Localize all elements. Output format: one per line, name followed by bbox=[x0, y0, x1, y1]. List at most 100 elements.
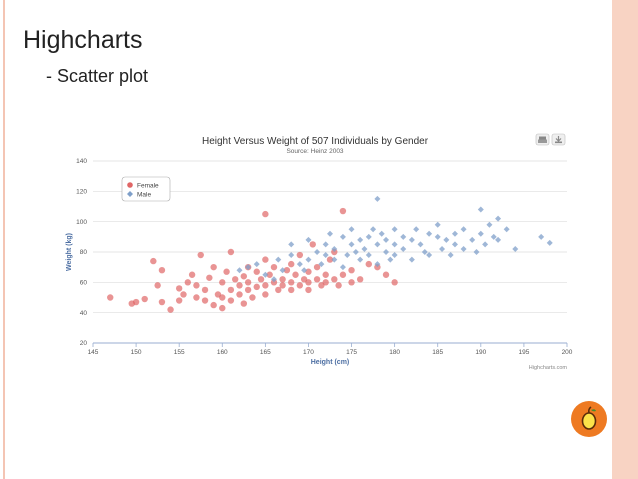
data-point-female[interactable] bbox=[193, 294, 200, 301]
data-point-male[interactable] bbox=[374, 261, 381, 268]
data-point-female[interactable] bbox=[313, 276, 321, 283]
data-point-male[interactable] bbox=[339, 264, 346, 271]
data-point-male[interactable] bbox=[447, 252, 454, 259]
data-point-female[interactable] bbox=[331, 248, 338, 256]
data-point-female[interactable] bbox=[374, 263, 381, 271]
data-point-male[interactable] bbox=[391, 226, 398, 233]
data-point-female[interactable] bbox=[257, 276, 265, 283]
data-point-male[interactable] bbox=[421, 249, 428, 255]
data-point-male[interactable] bbox=[348, 241, 355, 248]
data-point-female[interactable] bbox=[288, 260, 295, 268]
data-point-female[interactable] bbox=[348, 267, 355, 274]
data-point-female[interactable] bbox=[197, 251, 204, 259]
data-point-female[interactable] bbox=[279, 282, 286, 289]
data-point-male[interactable] bbox=[426, 230, 433, 237]
data-point-male[interactable] bbox=[469, 236, 476, 243]
data-point-male[interactable] bbox=[352, 249, 359, 255]
data-point-male[interactable] bbox=[460, 245, 467, 252]
data-point-male[interactable] bbox=[482, 241, 489, 248]
chart-credits[interactable]: Highcharts.com bbox=[529, 365, 568, 371]
data-point-male[interactable] bbox=[279, 267, 286, 274]
data-point-male[interactable] bbox=[370, 226, 377, 233]
data-point-female[interactable] bbox=[253, 268, 260, 275]
data-point-male[interactable] bbox=[275, 256, 282, 263]
data-point-male[interactable] bbox=[262, 271, 269, 278]
data-point-female[interactable] bbox=[240, 273, 248, 280]
data-point-male[interactable] bbox=[374, 241, 381, 248]
data-point-female[interactable] bbox=[270, 279, 278, 286]
data-point-female[interactable] bbox=[309, 241, 316, 248]
data-point-male[interactable] bbox=[318, 261, 325, 268]
data-point-female[interactable] bbox=[305, 286, 312, 294]
data-point-female[interactable] bbox=[201, 297, 209, 304]
data-point-female[interactable] bbox=[262, 282, 269, 289]
data-point-male[interactable] bbox=[339, 233, 346, 240]
data-point-male[interactable] bbox=[495, 215, 502, 222]
data-point-female[interactable] bbox=[188, 271, 196, 278]
data-point-male[interactable] bbox=[322, 241, 329, 248]
data-point-female[interactable] bbox=[180, 291, 187, 298]
data-point-female[interactable] bbox=[283, 267, 291, 274]
data-point-male[interactable] bbox=[486, 221, 493, 228]
data-point-male[interactable] bbox=[490, 233, 497, 240]
data-point-female[interactable] bbox=[132, 298, 140, 306]
data-point-male[interactable] bbox=[331, 245, 338, 252]
data-point-male[interactable] bbox=[374, 195, 381, 202]
data-point-male[interactable] bbox=[451, 230, 458, 237]
data-point-female[interactable] bbox=[391, 279, 398, 286]
data-point-female[interactable] bbox=[313, 263, 321, 271]
data-point-male[interactable] bbox=[245, 264, 252, 271]
data-point-female[interactable] bbox=[154, 282, 161, 289]
data-point-female[interactable] bbox=[227, 286, 235, 294]
data-point-female[interactable] bbox=[322, 279, 329, 286]
data-point-male[interactable] bbox=[434, 221, 441, 228]
data-point-male[interactable] bbox=[357, 256, 364, 263]
data-point-male[interactable] bbox=[451, 241, 458, 248]
legend-item-female[interactable]: Female bbox=[127, 182, 159, 189]
data-point-male[interactable] bbox=[361, 245, 368, 252]
data-point-male[interactable] bbox=[288, 252, 295, 259]
data-point-male[interactable] bbox=[408, 236, 415, 243]
data-point-female[interactable] bbox=[107, 294, 114, 301]
data-point-male[interactable] bbox=[408, 256, 415, 263]
data-point-male[interactable] bbox=[503, 226, 510, 233]
data-point-male[interactable] bbox=[365, 233, 372, 240]
data-point-male[interactable] bbox=[314, 249, 321, 255]
data-point-male[interactable] bbox=[434, 233, 441, 240]
data-point-female[interactable] bbox=[232, 276, 239, 283]
export-button[interactable] bbox=[551, 133, 566, 146]
data-point-male[interactable] bbox=[391, 252, 398, 259]
data-point-female[interactable] bbox=[175, 285, 183, 292]
data-point-male[interactable] bbox=[305, 256, 312, 263]
data-point-female[interactable] bbox=[262, 210, 269, 218]
data-point-female[interactable] bbox=[219, 294, 226, 301]
data-point-male[interactable] bbox=[383, 249, 390, 255]
data-point-female[interactable] bbox=[279, 276, 286, 283]
data-point-male[interactable] bbox=[460, 226, 467, 233]
data-point-male[interactable] bbox=[344, 252, 351, 259]
data-point-female[interactable] bbox=[288, 286, 295, 294]
data-point-male[interactable] bbox=[443, 236, 450, 243]
data-point-female[interactable] bbox=[339, 271, 347, 278]
data-point-female[interactable] bbox=[322, 271, 329, 278]
data-point-female[interactable] bbox=[210, 263, 217, 271]
data-point-male[interactable] bbox=[296, 261, 303, 268]
data-point-female[interactable] bbox=[244, 279, 252, 286]
data-point-male[interactable] bbox=[378, 230, 385, 237]
data-point-female[interactable] bbox=[219, 279, 226, 286]
data-point-female[interactable] bbox=[227, 297, 235, 304]
data-point-male[interactable] bbox=[288, 241, 295, 248]
data-point-male[interactable] bbox=[322, 252, 329, 259]
data-point-male[interactable] bbox=[426, 252, 433, 259]
data-point-female[interactable] bbox=[158, 267, 166, 274]
data-point-female[interactable] bbox=[331, 276, 338, 283]
data-point-female[interactable] bbox=[262, 256, 269, 263]
data-point-female[interactable] bbox=[201, 286, 209, 294]
data-point-male[interactable] bbox=[546, 239, 553, 246]
data-point-female[interactable] bbox=[150, 257, 157, 265]
data-point-female[interactable] bbox=[305, 279, 312, 286]
data-point-male[interactable] bbox=[301, 267, 308, 274]
data-point-male[interactable] bbox=[305, 236, 312, 243]
data-point-female[interactable] bbox=[210, 301, 217, 309]
legend-item-male[interactable]: Male bbox=[127, 191, 151, 198]
